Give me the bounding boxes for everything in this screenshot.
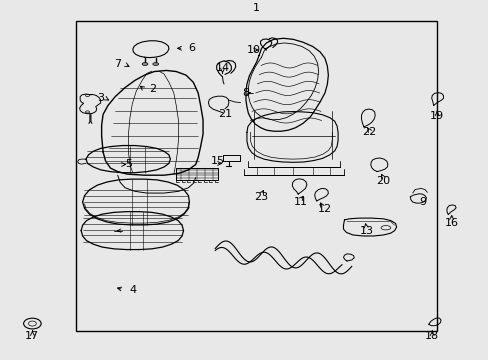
- Ellipse shape: [142, 63, 148, 66]
- Text: 18: 18: [424, 331, 438, 341]
- Text: 5: 5: [125, 159, 132, 170]
- Text: 6: 6: [188, 43, 195, 53]
- Text: 2: 2: [149, 84, 156, 94]
- Text: 10: 10: [246, 45, 261, 55]
- Text: 17: 17: [25, 331, 40, 341]
- Text: 13: 13: [359, 226, 373, 235]
- Text: 22: 22: [361, 127, 375, 137]
- Text: 21: 21: [217, 109, 231, 120]
- Text: 11: 11: [293, 197, 307, 207]
- Text: 16: 16: [444, 219, 458, 229]
- Text: 1: 1: [253, 3, 260, 13]
- Text: 8: 8: [242, 88, 249, 98]
- Text: 20: 20: [376, 176, 390, 185]
- Text: 15: 15: [210, 156, 224, 166]
- Text: 9: 9: [418, 197, 425, 207]
- Text: 12: 12: [317, 204, 331, 214]
- Text: 7: 7: [114, 59, 121, 69]
- Text: 23: 23: [254, 192, 268, 202]
- Text: 19: 19: [429, 111, 443, 121]
- Ellipse shape: [153, 63, 158, 66]
- Text: 3: 3: [97, 93, 104, 103]
- Text: 14: 14: [215, 63, 229, 73]
- Bar: [76, 22, 436, 331]
- Text: 4: 4: [130, 285, 137, 294]
